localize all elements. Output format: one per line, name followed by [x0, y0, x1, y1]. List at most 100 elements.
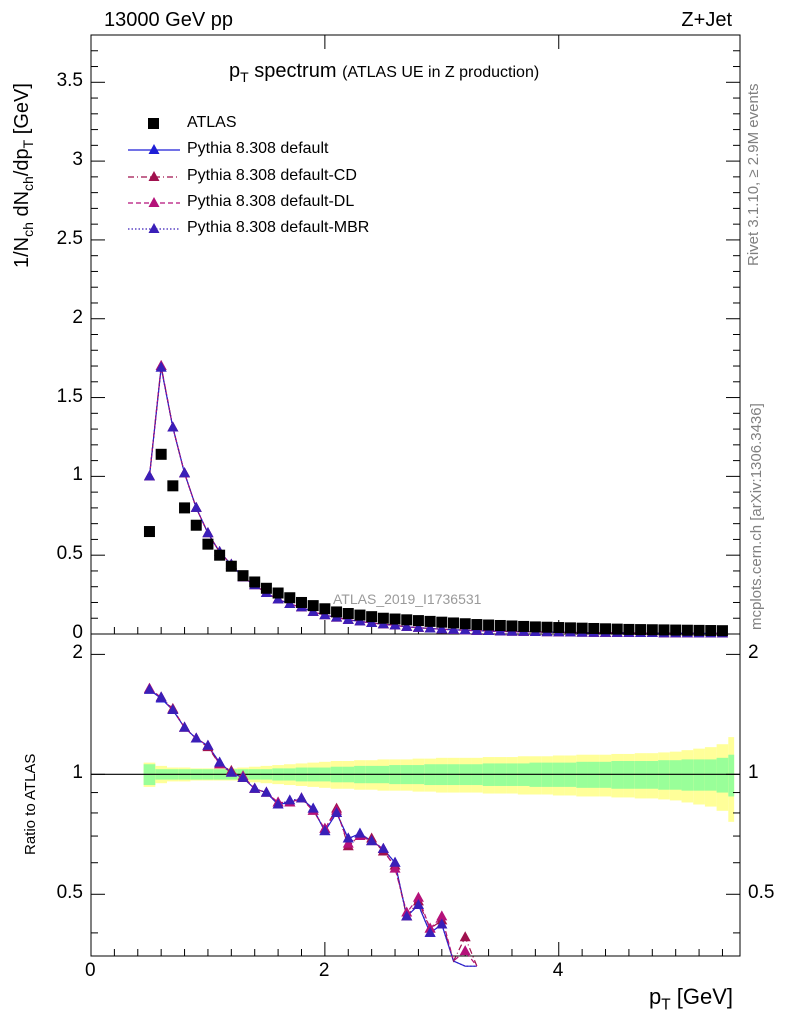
ratio-point-dl: [459, 945, 471, 956]
title-main: spectrum: [254, 60, 337, 82]
ratio-point-mbr: [179, 721, 191, 732]
y-tick-label: 1.5: [56, 385, 83, 407]
atlas-data-point: [331, 606, 343, 618]
band-inner: [693, 759, 705, 791]
legend-label-mbr: Pythia 8.308 default-MBR: [187, 219, 370, 236]
legend-label-atlas: ATLAS: [187, 114, 237, 131]
ratio-point-mbr: [307, 802, 319, 813]
atlas-data-point: [459, 618, 471, 630]
ratio-point-dl: [412, 891, 424, 902]
y-tick-label: 3.5: [56, 70, 83, 92]
y-tick-label: 1: [72, 464, 83, 486]
x-tick-label: 2: [318, 960, 330, 981]
series-4-point: [167, 421, 179, 432]
atlas-data-point: [564, 622, 576, 634]
legend-label-cd: Pythia 8.308 default-CD: [187, 167, 357, 184]
ratio-point-mbr: [354, 827, 366, 838]
atlas-data-point: [424, 615, 436, 627]
series-4-point: [436, 623, 448, 634]
atlas-data-point: [448, 617, 460, 629]
series-4-point: [401, 620, 413, 631]
atlas-data-point: [366, 611, 378, 623]
atlas-data-point: [600, 623, 612, 635]
atlas-data-point: [272, 587, 284, 599]
ratio-line-cd: [149, 688, 478, 967]
atlas-data-point: [611, 623, 623, 635]
legend-marker-2: [148, 171, 160, 181]
x-tick-label: 0: [85, 960, 96, 981]
atlas-data-point: [670, 624, 682, 636]
atlas-data-point: [214, 549, 226, 561]
band-inner: [658, 760, 670, 790]
ratio-point-mbr: [260, 786, 272, 797]
y-tick-label: 0.5: [56, 543, 83, 565]
ratio-point-mbr: [225, 766, 237, 777]
atlas-data-point: [155, 448, 167, 460]
rivet-version-label: Rivet 3.1.10, ≥ 2.9M events: [745, 83, 762, 267]
legend-markers: [128, 118, 180, 233]
ratio-y-tick-label-left: 2: [72, 642, 83, 664]
series-4-point: [155, 361, 167, 372]
atlas-data-point: [623, 623, 635, 635]
atlas-data-point: [716, 625, 728, 637]
y-tick-label: 2.5: [56, 227, 83, 249]
ratio-point-mbr: [237, 771, 249, 782]
atlas-data-point: [705, 625, 717, 637]
atlas-data-point: [681, 624, 693, 636]
ratio-point-mbr: [377, 842, 389, 853]
series-4-point: [190, 501, 202, 512]
ratio-point-mbr: [249, 782, 261, 793]
y-tick-label: 2: [72, 306, 83, 328]
series-4-point: [424, 622, 436, 633]
atlas-data-point: [342, 608, 354, 620]
series-4-point: [143, 470, 155, 481]
ratio-point-mbr: [436, 918, 448, 929]
y-tick-label: 0: [72, 622, 83, 643]
atlas-data-point: [260, 582, 272, 594]
atlas-data-point: [307, 600, 319, 612]
atlas-data-point: [693, 624, 705, 636]
legend-marker-1: [148, 144, 160, 154]
series-4-point: [179, 467, 191, 478]
mcplots-label: mcplots.cern.ch [arXiv:1306.3436]: [748, 403, 765, 630]
ratio-point-dl: [389, 862, 401, 873]
axis-ticks: [90, 35, 740, 956]
atlas-data-point: [588, 622, 600, 634]
atlas-data-point: [541, 621, 553, 633]
atlas-data-point: [225, 560, 237, 572]
y-axis-label: 1/Nch dNch/dpT [GeV]: [11, 83, 36, 268]
series-4-point: [202, 527, 214, 538]
ratio-point-mbr: [424, 926, 436, 937]
legend-label-dl: Pythia 8.308 default-DL: [187, 193, 355, 210]
ratio-point-mbr: [412, 898, 424, 909]
ratio-point-mbr: [319, 825, 331, 836]
ratio-point-mbr: [342, 832, 354, 843]
atlas-data-point: [483, 619, 495, 631]
band-inner: [728, 754, 735, 797]
ratio-y-axis-label: Ratio to ATLAS: [22, 753, 39, 855]
ratio-point-mbr: [401, 910, 413, 921]
title-subtitle: (ATLAS UE in Z production): [342, 64, 540, 81]
atlas-data-point: [389, 613, 401, 625]
atlas-data-point: [494, 619, 506, 631]
ratio-point-dl: [342, 837, 354, 848]
header-left: 13000 GeV pp: [104, 9, 233, 31]
legend-marker-4: [148, 223, 160, 233]
atlas-data-point: [249, 576, 261, 588]
header-right: Z+Jet: [681, 9, 732, 31]
atlas-data-point: [167, 480, 179, 492]
atlas-data-point: [635, 624, 647, 636]
ratio-point-mbr: [331, 806, 343, 817]
ratio-point-mbr: [202, 739, 214, 750]
ratio-plot-marks: [143, 682, 478, 967]
atlas-data-point: [190, 519, 202, 531]
atlas-data-point: [354, 609, 366, 621]
band-inner: [716, 757, 729, 793]
y-tick-label: 3: [72, 149, 83, 171]
chart-title: pT spectrum (ATLAS UE in Z production): [229, 60, 539, 85]
ratio-point-mbr: [155, 691, 167, 702]
atlas-data-point: [319, 603, 331, 615]
ratio-point-dl: [436, 910, 448, 921]
ratio-y-tick-label-right: 2: [748, 642, 759, 664]
